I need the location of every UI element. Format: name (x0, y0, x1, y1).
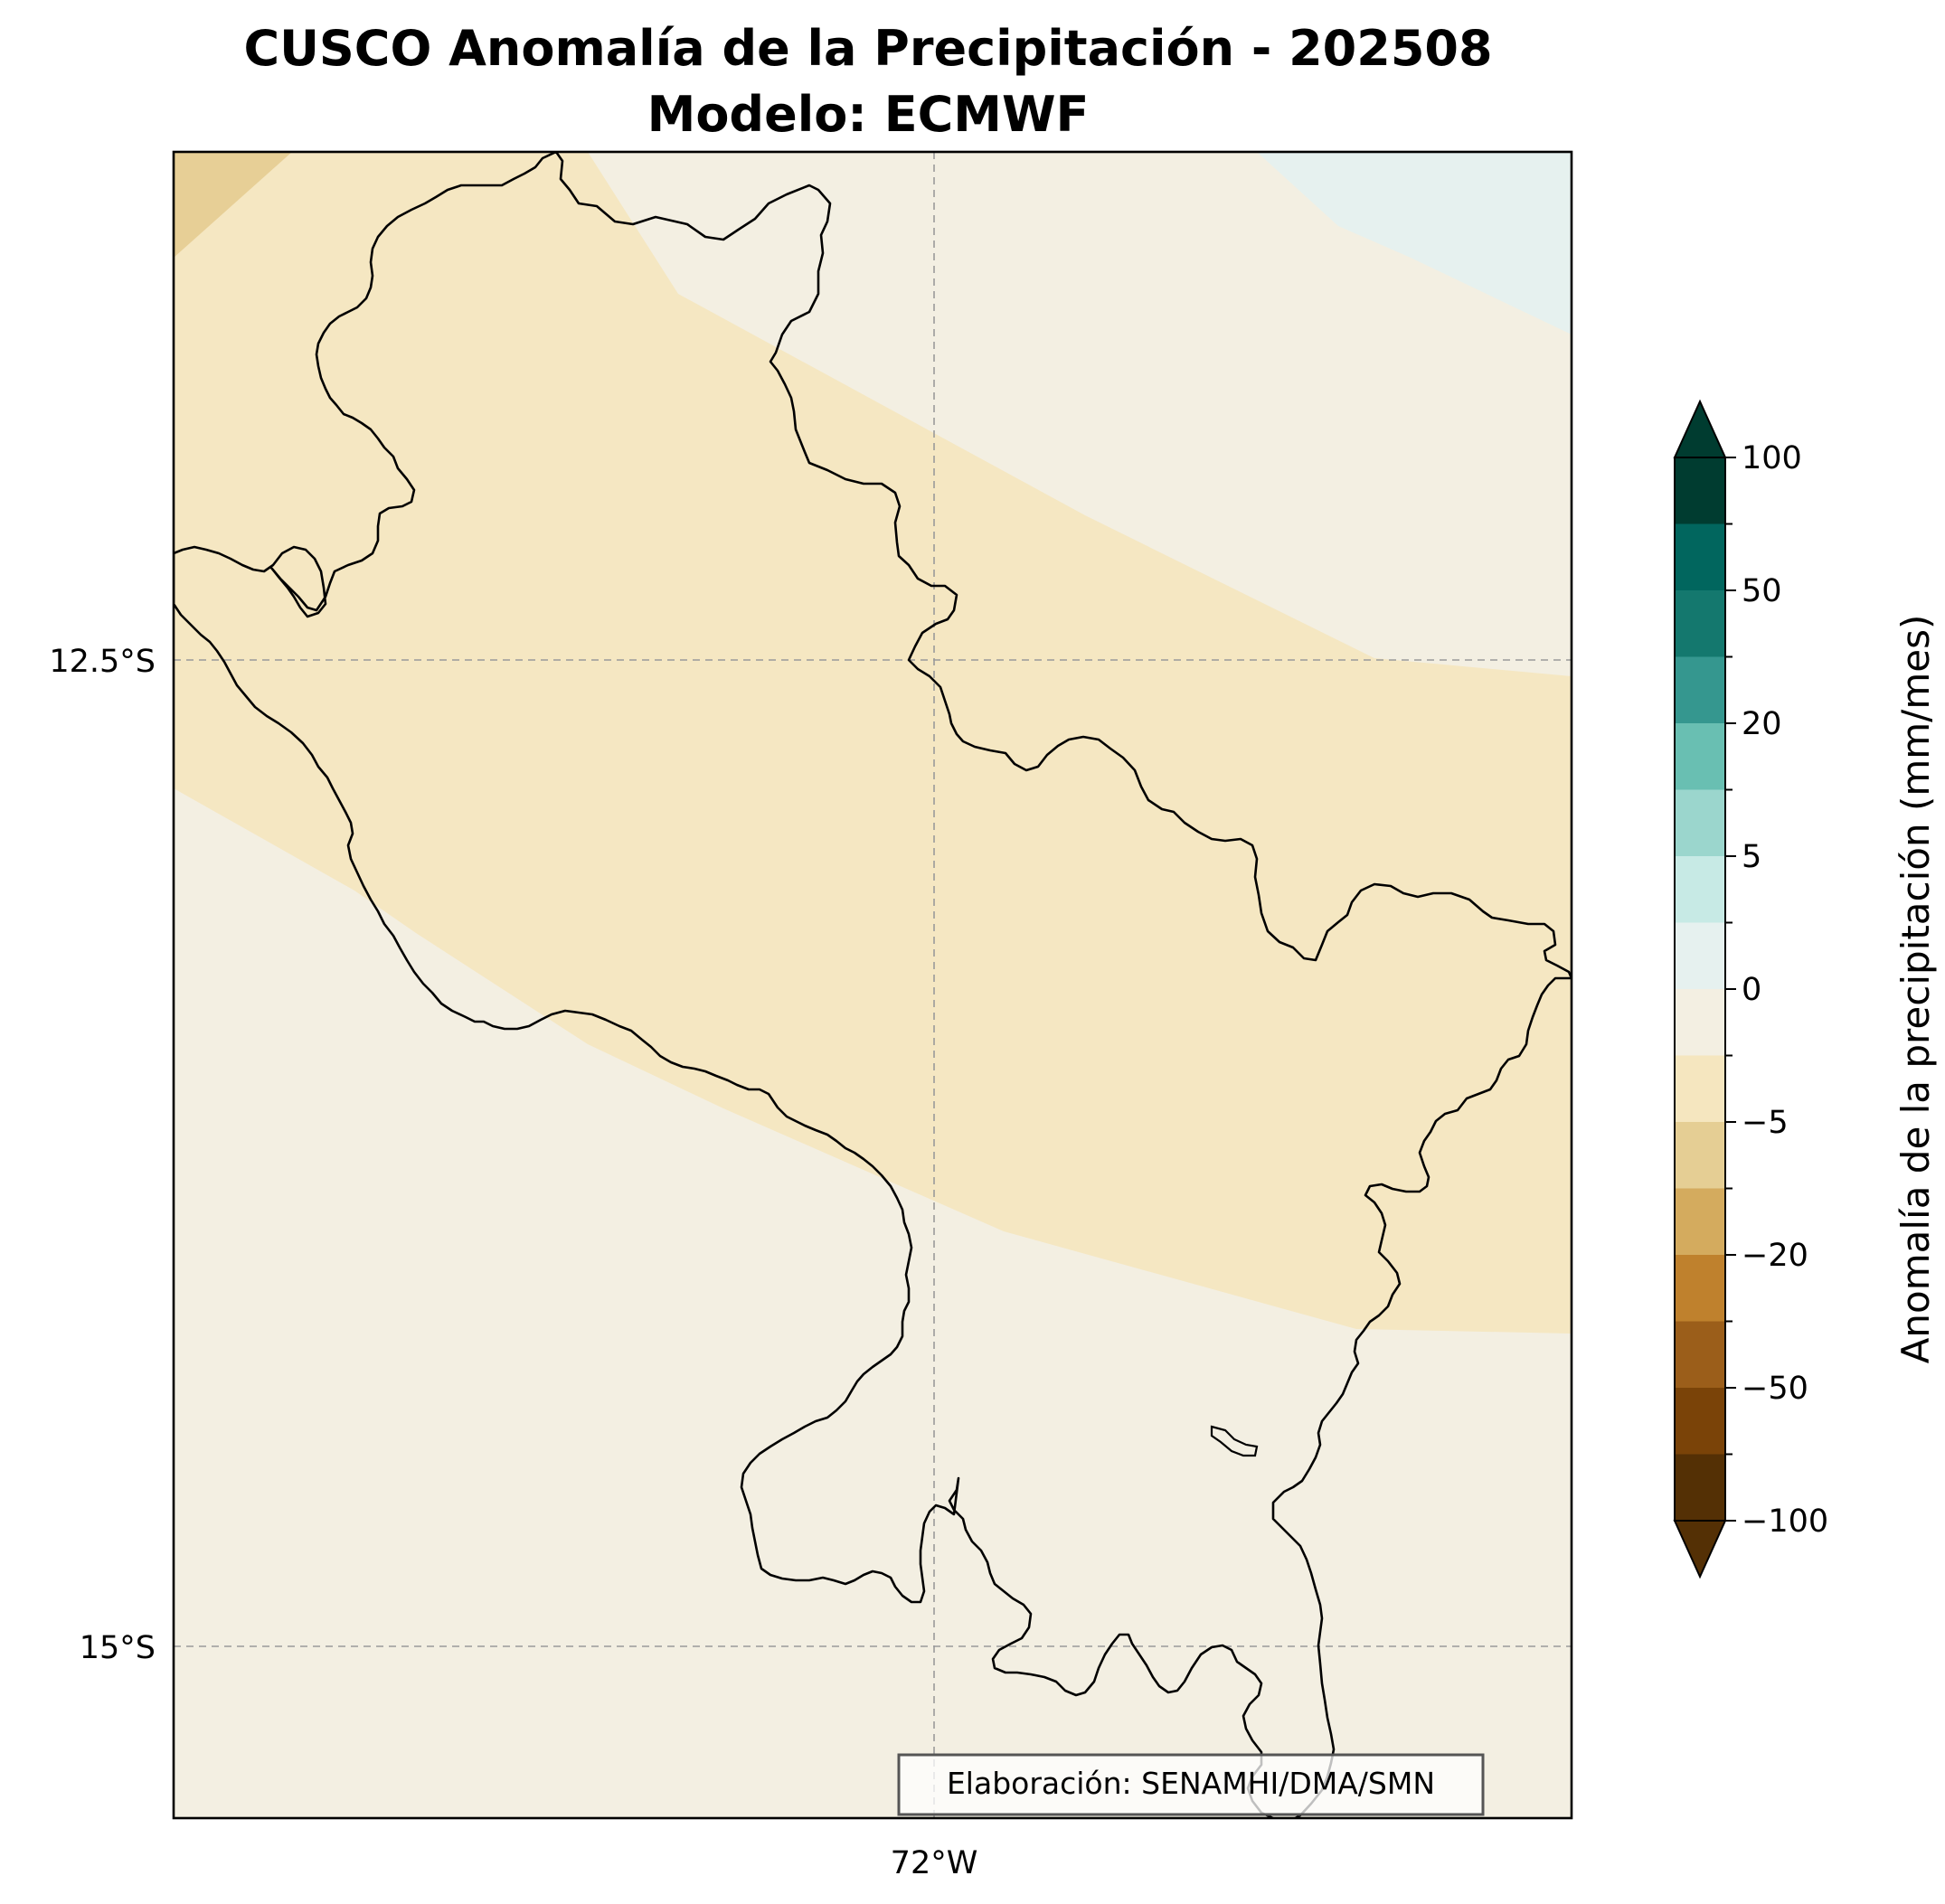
colorbar-bin (1675, 523, 1725, 591)
colorbar-extend-bottom (1673, 1520, 1727, 1579)
colorbar-tick-label: −5 (1742, 1105, 1789, 1141)
colorbar-bin (1675, 989, 1725, 1056)
colorbar-tick-label: 20 (1742, 706, 1782, 742)
anomaly-field (174, 152, 1572, 1818)
credit-box (897, 1753, 1485, 1816)
colorbar-bin (1675, 922, 1725, 990)
colorbar-tick-label: −20 (1742, 1238, 1808, 1274)
colorbar-tick-label: 100 (1742, 440, 1802, 476)
plot-frame (172, 150, 1573, 1820)
lon-tick-label: 72°W (891, 1845, 978, 1881)
colorbar-bin (1675, 1454, 1725, 1522)
colorbar-bin (1675, 1122, 1725, 1189)
colorbar-bin (1675, 723, 1725, 790)
colorbar-bin (1675, 1055, 1725, 1123)
colorbar-tick-label: 50 (1742, 573, 1782, 609)
colorbar-bin (1675, 1188, 1725, 1256)
lake-outline (1210, 1425, 1259, 1457)
colorbar-bin (1675, 1255, 1725, 1322)
colorbar-label: Anomalía de la precipitación (mm/mes) (1893, 615, 1938, 1364)
colorbar-bin (1675, 856, 1725, 923)
colorbar-bin (1675, 457, 1725, 524)
colorbar-tick-label: −100 (1742, 1503, 1828, 1540)
lat-tick-label: 12.5°S (49, 644, 156, 680)
colorbar-bin (1675, 1388, 1725, 1455)
colorbar-bin (1675, 789, 1725, 857)
field-near-zero-positive (1257, 152, 1572, 335)
field-slightly-negative (174, 152, 1572, 1334)
colorbar-bin (1675, 656, 1725, 724)
map-subtitle: Modelo: ECMWF (647, 86, 1090, 143)
credit-text: Elaboración: SENAMHI/DMA/SMN (947, 1766, 1435, 1801)
colorbar-bin (1675, 590, 1725, 657)
colorbar-tick-label: 0 (1742, 972, 1761, 1008)
colorbar-tick-label: 5 (1742, 839, 1761, 875)
lat-tick-label: 15°S (80, 1630, 156, 1666)
map-title: CUSCO Anomalía de la Precipitación - 202… (243, 20, 1493, 77)
colorbar-bin (1675, 1321, 1725, 1389)
field-moderately-negative (174, 152, 292, 258)
region-boundary (174, 152, 1572, 1818)
colorbar-bins (1675, 457, 1725, 1522)
colorbar-extend-top (1673, 399, 1727, 458)
colorbar-tick-label: −50 (1742, 1371, 1808, 1407)
